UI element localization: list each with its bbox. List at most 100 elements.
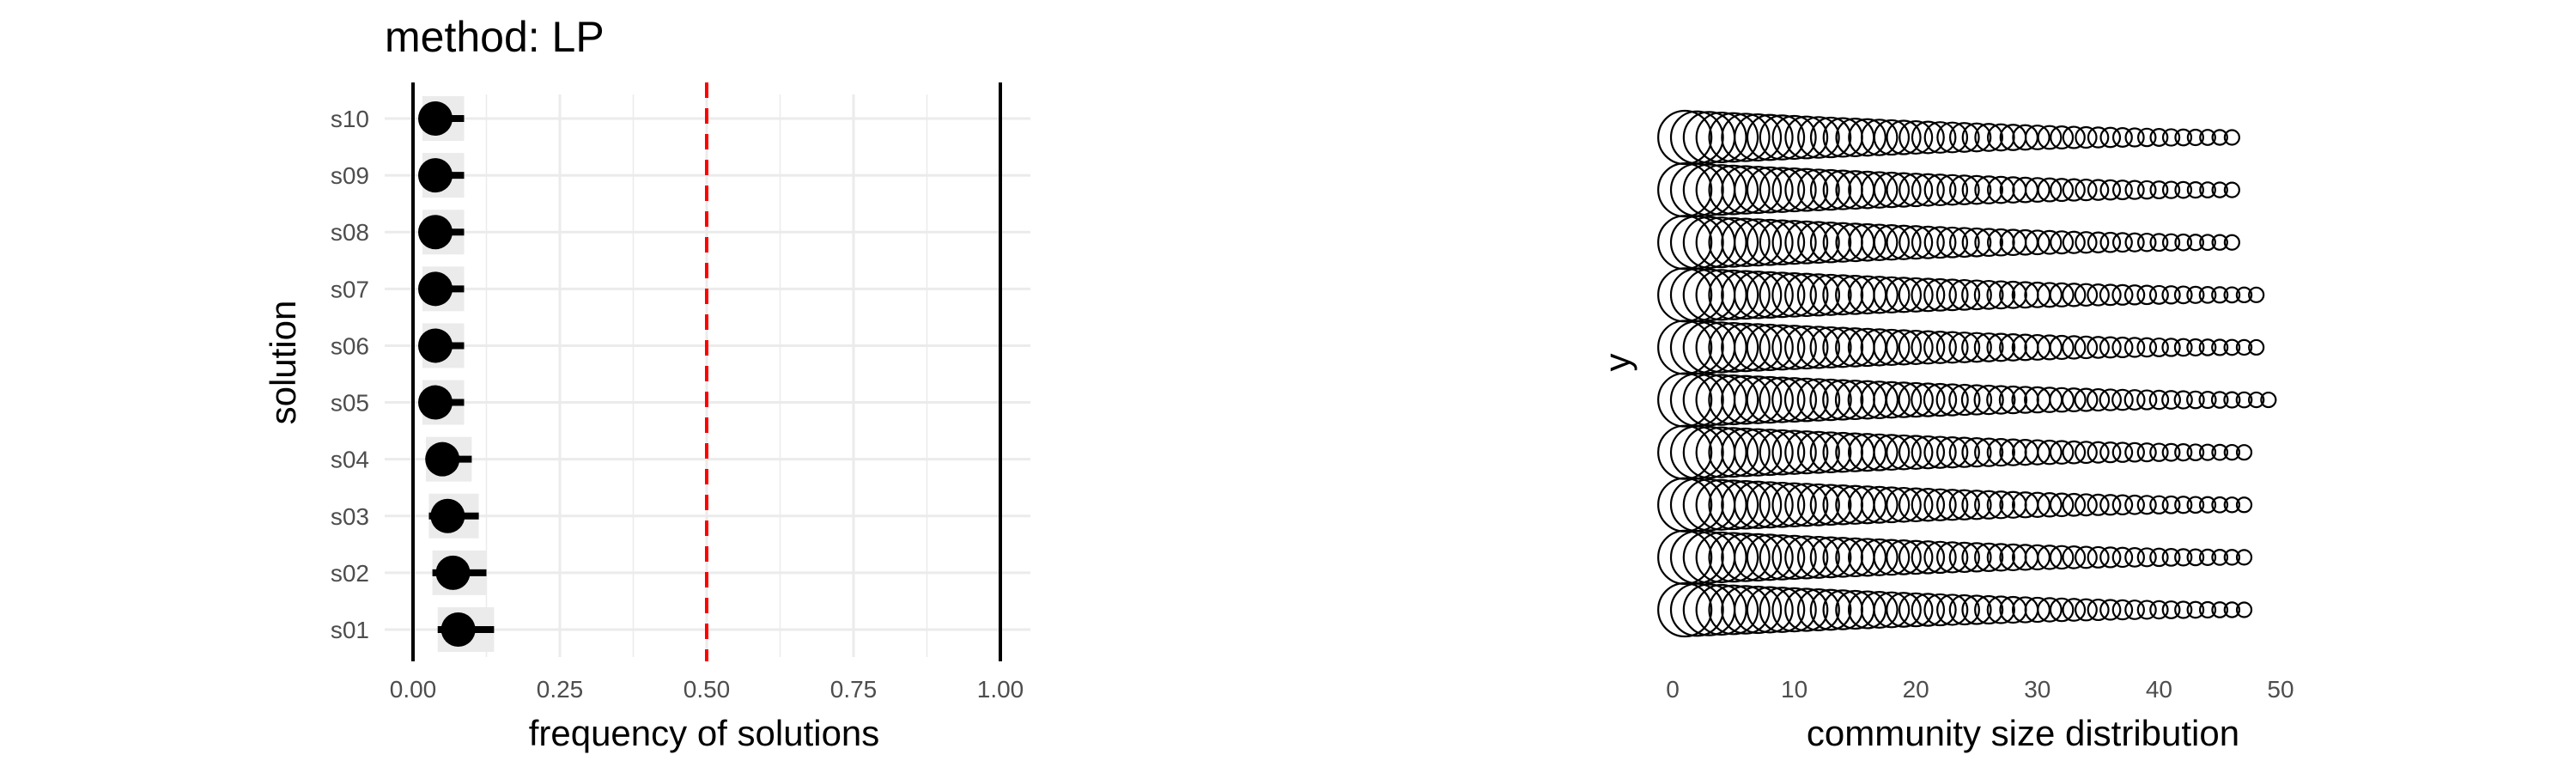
community-row: [1657, 581, 2253, 638]
community-circle: [1771, 482, 1817, 527]
community-circle: [1873, 328, 1911, 367]
community-circle: [1848, 118, 1886, 157]
community-circle: [1923, 277, 1957, 312]
community-circle: [1936, 436, 1969, 469]
community-circle: [2211, 601, 2229, 618]
community-circle: [2211, 338, 2229, 356]
community-circle: [1911, 382, 1946, 417]
community-circle: [1973, 279, 2004, 310]
community-circle: [1923, 435, 1957, 469]
x-tick-label: 0: [1666, 676, 1680, 703]
community-circle: [1759, 167, 1806, 213]
community-circle: [1923, 173, 1957, 207]
community-circle: [1746, 166, 1794, 214]
community-circle: [1948, 541, 1980, 574]
community-circle: [2111, 283, 2134, 306]
community-circle: [2099, 494, 2122, 516]
community-circle: [1695, 321, 1747, 374]
community-circle: [1759, 324, 1806, 371]
community-circle: [1809, 484, 1852, 526]
community-circle: [1961, 227, 1992, 258]
community-circle: [2136, 495, 2157, 515]
community-circle: [2136, 442, 2157, 463]
community-circle: [1809, 326, 1852, 368]
community-circle: [1948, 489, 1980, 520]
community-circle: [1886, 119, 1922, 155]
community-circle: [1911, 330, 1946, 365]
community-circle: [2087, 598, 2110, 622]
community-circle: [1848, 222, 1886, 262]
community-circle: [2211, 443, 2229, 461]
community-circle: [1948, 174, 1980, 205]
community-circle: [1860, 433, 1899, 472]
community-circle: [2086, 387, 2111, 412]
community-circle: [2235, 549, 2253, 566]
community-circle: [1733, 271, 1783, 320]
community-circle: [1695, 216, 1747, 269]
community-circle: [1873, 539, 1911, 576]
community-circle: [1809, 588, 1852, 631]
community-circle: [2099, 126, 2122, 149]
community-circle: [2186, 234, 2204, 252]
community-circle: [1809, 116, 1852, 159]
community-circle: [1657, 109, 1713, 166]
community-circle: [2186, 600, 2205, 619]
community-row: [1657, 529, 2253, 585]
community-circle: [2087, 179, 2110, 201]
community-circle: [1898, 381, 1934, 418]
community-circle: [2062, 230, 2086, 254]
community-circle: [2161, 600, 2181, 619]
right-panel: 0 10 20 30 40 50 community size distribution …: [1597, 109, 2294, 753]
point-s06: [417, 328, 453, 363]
community-circle: [2124, 494, 2145, 515]
community-circle: [1695, 478, 1747, 531]
community-circle: [1796, 326, 1841, 369]
community-circle: [1797, 116, 1840, 159]
community-circle: [2223, 601, 2241, 618]
community-circle: [2235, 391, 2253, 409]
community-circle: [2136, 600, 2157, 620]
community-circle: [1986, 490, 2015, 520]
community-circle: [1911, 225, 1945, 259]
community-circle: [2136, 232, 2157, 253]
community-circle: [1961, 279, 1992, 311]
community-circle: [2198, 600, 2217, 619]
community-circle: [1886, 486, 1922, 523]
community-circle: [2062, 440, 2087, 465]
community-circle: [1797, 168, 1840, 211]
community-circle: [2260, 391, 2277, 409]
community-circle: [1936, 593, 1969, 626]
community-circle: [1734, 428, 1783, 477]
community-circle: [2161, 547, 2181, 567]
community-circle: [1721, 374, 1771, 425]
community-circle: [1796, 535, 1840, 579]
community-circle: [2149, 180, 2169, 200]
community-circle: [1860, 591, 1899, 629]
community-circle: [1911, 173, 1945, 207]
community-circle: [1809, 273, 1852, 316]
community-circle: [2049, 545, 2075, 570]
community-circle: [1961, 437, 1992, 468]
community-circle: [1911, 120, 1945, 155]
community-circle: [1695, 531, 1747, 583]
community-circle: [1873, 434, 1911, 472]
community-circle: [2075, 441, 2098, 465]
community-circle: [1936, 541, 1969, 574]
community-circle: [2173, 390, 2193, 410]
community-circle: [1886, 172, 1922, 208]
community-circle: [1721, 113, 1771, 162]
community-circle: [1936, 173, 1969, 206]
community-circle: [1898, 539, 1934, 575]
community-circle: [1759, 376, 1806, 423]
left-x-tick-labels: 0.00 0.25 0.50 0.75 1.00: [390, 676, 1024, 703]
community-circle: [1873, 486, 1911, 524]
community-circle: [1746, 429, 1794, 477]
community-row: [1657, 109, 2240, 166]
community-circle: [2087, 231, 2110, 253]
community-circle: [2124, 441, 2145, 463]
community-circle: [1657, 581, 1713, 638]
community-circle: [1860, 485, 1899, 524]
community-circle: [2075, 493, 2098, 517]
community-row: [1657, 372, 2277, 428]
point-s05: [417, 385, 453, 420]
